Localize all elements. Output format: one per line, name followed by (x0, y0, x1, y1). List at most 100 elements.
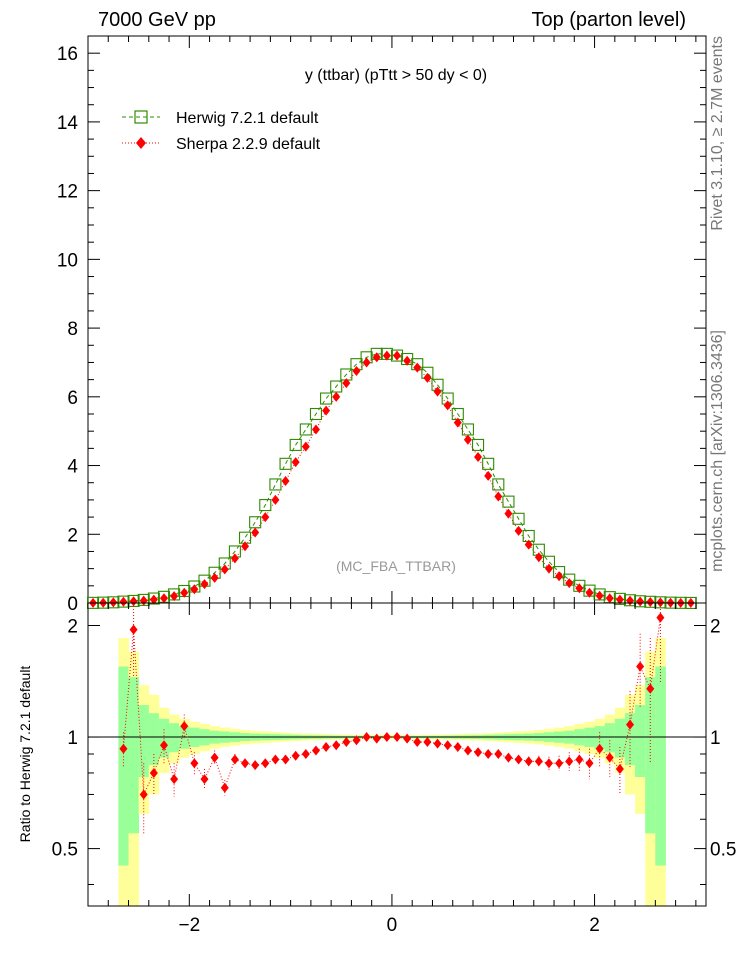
y-tick-label: 4 (67, 457, 78, 478)
herwig-point (502, 495, 515, 508)
ratio-point (403, 733, 412, 744)
uncertainty-band-inner (148, 713, 160, 766)
sherpa-point (322, 405, 331, 416)
y-tick-label: 8 (67, 319, 78, 340)
sherpa-point (433, 386, 442, 397)
legend-sherpa-marker (136, 137, 146, 149)
ratio-point (474, 747, 483, 758)
herwig-point (461, 423, 474, 436)
ratio-point (484, 749, 493, 760)
ratio-point (220, 782, 229, 793)
herwig-point (634, 595, 647, 608)
ratio-y-tick-label: 0.5 (52, 840, 78, 861)
sherpa-point (230, 553, 239, 564)
herwig-point (390, 349, 404, 362)
sherpa-point (403, 355, 412, 366)
ratio-point (332, 740, 341, 751)
ratio-point (190, 758, 199, 769)
sherpa-point (585, 587, 594, 598)
ratio-point (646, 683, 655, 694)
mcplots-label: mcplots.cern.ch [arXiv:1306.3436] (709, 330, 726, 572)
sherpa-point (261, 512, 270, 523)
ratio-point (626, 719, 635, 730)
herwig-point (279, 457, 292, 470)
uncertainty-band-inner (169, 723, 180, 753)
ratio-point (565, 756, 574, 767)
sherpa-point (636, 596, 645, 607)
ratio-point (311, 745, 320, 756)
ratio-point (129, 624, 138, 635)
ratio-y-tick-label: 1 (710, 728, 721, 749)
sherpa-point (200, 579, 209, 590)
ratio-point (251, 760, 260, 771)
sherpa-point (362, 357, 371, 368)
ratio-point (210, 752, 219, 763)
sherpa-point (170, 591, 179, 602)
sherpa-point (342, 378, 351, 389)
sherpa-point (109, 597, 118, 608)
sherpa-point (241, 541, 250, 552)
plot-title: y (ttbar) (pTtt > 50 dy < 0) (305, 67, 487, 84)
sherpa-point (311, 424, 320, 435)
sherpa-point (372, 352, 381, 363)
process-label: Top (parton level) (531, 9, 686, 31)
ratio-point (170, 774, 179, 785)
ratio-point (393, 732, 401, 743)
sherpa-point (281, 476, 290, 487)
sherpa-point (382, 350, 391, 361)
ratio-point (180, 721, 189, 732)
uncertainty-band-inner (624, 713, 636, 766)
uncertainty-band-inner (614, 718, 626, 758)
ratio-point (372, 733, 381, 744)
y-tick-label: 0 (67, 594, 78, 615)
ratio-point (636, 661, 645, 672)
sherpa-point (615, 594, 624, 605)
ratio-point (149, 767, 158, 778)
ratio-point (615, 763, 624, 774)
ratio-point (656, 612, 665, 623)
ratio-point (534, 756, 543, 767)
sherpa-point (646, 596, 655, 607)
herwig-point (259, 499, 272, 512)
ratio-point (362, 732, 371, 743)
herwig-point (623, 594, 637, 607)
herwig-point (654, 596, 667, 609)
sherpa-point (332, 391, 341, 402)
ratio-y-tick-label: 2 (710, 616, 721, 637)
sherpa-point (190, 584, 199, 595)
y-tick-label: 2 (67, 525, 78, 546)
ratio-point (514, 754, 523, 765)
herwig-point (117, 595, 130, 608)
ratio-y-tick-label: 1 (67, 728, 78, 749)
energy-label: 7000 GeV pp (98, 9, 216, 31)
sherpa-point (352, 366, 361, 377)
ratio-point (433, 738, 442, 749)
sherpa-point (291, 457, 300, 468)
sherpa-point (159, 593, 168, 604)
ratio-point (494, 749, 503, 760)
herwig-point (471, 438, 485, 451)
x-tick-label: 2 (589, 915, 600, 936)
ratio-point (139, 789, 148, 800)
ratio-point (423, 736, 432, 747)
sherpa-point (210, 572, 219, 583)
herwig-point (309, 407, 323, 421)
legend-herwig-label: Herwig 7.2.1 default (176, 110, 319, 127)
ratio-point (605, 752, 614, 763)
sherpa-point (453, 417, 462, 428)
sherpa-point (149, 594, 158, 605)
rivet-label: Rivet 3.1.10, ≥ 2.7M events (709, 36, 726, 231)
sherpa-point (595, 590, 604, 601)
uncertainty-band-inner (635, 705, 646, 778)
sherpa-point (271, 494, 280, 505)
sherpa-point (544, 563, 553, 574)
legend-herwig-marker (134, 110, 148, 124)
sherpa-point (474, 451, 483, 462)
sherpa-point (129, 596, 138, 607)
x-tick-label: 0 (387, 915, 398, 936)
uncertainty-band-inner (128, 677, 140, 834)
legend-sherpa-label: Sherpa 2.2.9 default (176, 136, 321, 153)
ratio-point (261, 758, 270, 769)
ratio-point (453, 742, 462, 753)
sherpa-point (180, 587, 189, 598)
